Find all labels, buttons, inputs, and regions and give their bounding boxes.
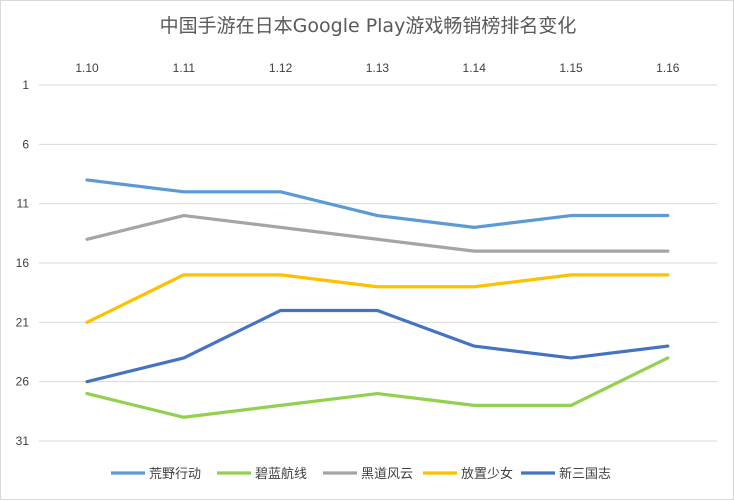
y-tick-label: 16 [16,256,30,270]
y-tick-label: 26 [16,375,30,389]
series-line [85,178,670,229]
series-line [85,356,670,419]
x-tick-label: 1.11 [173,61,196,75]
x-tick-label: 1.13 [366,61,390,75]
y-tick-label: 6 [22,137,29,151]
x-tick-label: 1.10 [75,61,99,75]
x-tick-label: 1.14 [463,61,487,75]
y-tick-label: 11 [17,197,30,211]
legend-label: 碧蓝航线 [255,466,307,482]
y-tick-label: 31 [16,434,30,448]
chart-title: 中国手游在日本Google Play游戏畅销榜排名变化 [159,15,577,37]
series-line [85,273,670,324]
legend-label: 黑道风云 [361,467,413,482]
series-line [85,308,670,384]
x-tick-label: 1.12 [269,61,293,75]
legend-label: 新三国志 [559,466,611,482]
y-tick-label: 1 [22,78,29,92]
y-tick-label: 21 [16,315,30,329]
x-tick-label: 1.15 [559,61,583,75]
legend-label: 荒野行动 [149,467,201,482]
series-line [85,213,670,253]
legend-label: 放置少女 [461,466,513,482]
x-tick-label: 1.16 [656,61,680,75]
